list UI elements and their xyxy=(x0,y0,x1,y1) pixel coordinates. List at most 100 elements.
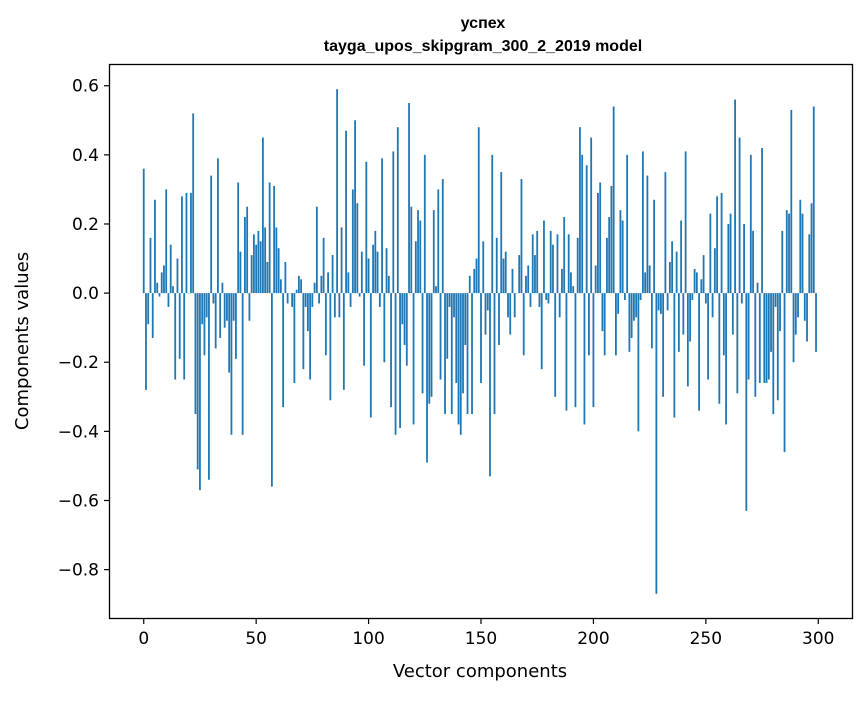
bar xyxy=(563,217,565,293)
bar xyxy=(664,172,666,293)
bar xyxy=(449,293,451,307)
bar xyxy=(723,293,725,355)
bar xyxy=(368,259,370,294)
bar xyxy=(309,293,311,379)
bar xyxy=(419,221,421,294)
bar xyxy=(485,293,487,334)
bar xyxy=(150,238,152,293)
bar xyxy=(775,293,777,307)
bar xyxy=(266,262,268,293)
x-tick-label: 0 xyxy=(138,629,149,649)
bar xyxy=(192,113,194,293)
bar xyxy=(437,189,439,293)
bar xyxy=(572,286,574,293)
bar xyxy=(354,120,356,293)
bar xyxy=(462,293,464,393)
bar xyxy=(759,293,761,383)
bar xyxy=(307,293,309,331)
bar xyxy=(186,193,188,293)
bar xyxy=(550,231,552,293)
bar xyxy=(365,162,367,293)
bar xyxy=(631,293,633,338)
bar xyxy=(179,293,181,359)
bar xyxy=(318,293,320,303)
bar xyxy=(190,193,192,293)
bar xyxy=(235,293,237,359)
bar xyxy=(494,293,496,414)
bar xyxy=(637,293,639,431)
bar xyxy=(714,248,716,293)
bar xyxy=(386,248,388,293)
bar xyxy=(478,127,480,293)
bar xyxy=(575,293,577,407)
bar xyxy=(487,293,489,310)
bar xyxy=(806,293,808,341)
bar xyxy=(336,89,338,293)
bar xyxy=(296,290,298,293)
bar xyxy=(334,293,336,317)
bar xyxy=(159,293,161,296)
bar xyxy=(314,283,316,293)
bar xyxy=(397,127,399,293)
bar xyxy=(431,293,433,397)
y-tick-label: −0.8 xyxy=(58,561,99,581)
bar xyxy=(658,293,660,310)
bar xyxy=(793,293,795,362)
y-tick-label: 0.2 xyxy=(72,215,99,235)
bar xyxy=(570,272,572,293)
bar xyxy=(523,293,525,355)
y-tick-label: 0.4 xyxy=(72,146,99,166)
bar xyxy=(350,293,352,307)
bar xyxy=(521,179,523,293)
bar xyxy=(453,293,455,317)
bar xyxy=(215,293,217,348)
bar xyxy=(761,148,763,293)
bar xyxy=(662,293,664,397)
bar xyxy=(743,224,745,293)
bar xyxy=(262,138,264,294)
bar xyxy=(451,293,453,414)
bar xyxy=(406,293,408,366)
bar xyxy=(629,293,631,352)
bar xyxy=(219,293,221,338)
bar xyxy=(197,293,199,469)
bar xyxy=(577,238,579,293)
bar xyxy=(786,210,788,293)
bar xyxy=(161,272,163,293)
bar xyxy=(709,214,711,293)
bar xyxy=(228,293,230,372)
bar xyxy=(338,293,340,317)
x-tick-label: 100 xyxy=(352,629,384,649)
bar xyxy=(433,210,435,293)
bar xyxy=(617,293,619,314)
bar xyxy=(253,234,255,293)
bar xyxy=(741,293,743,303)
bar xyxy=(678,293,680,352)
bar xyxy=(507,293,509,317)
bar xyxy=(444,293,446,414)
bar xyxy=(469,276,471,293)
bar xyxy=(615,293,617,355)
bar xyxy=(401,293,403,324)
bar xyxy=(217,158,219,293)
bar xyxy=(676,252,678,293)
bar xyxy=(278,248,280,293)
bar xyxy=(255,245,257,293)
bar xyxy=(586,165,588,293)
bar xyxy=(284,262,286,293)
bar xyxy=(199,293,201,490)
bar xyxy=(514,293,516,317)
bar xyxy=(174,293,176,379)
bar xyxy=(156,283,158,293)
bar xyxy=(323,238,325,293)
bar xyxy=(491,155,493,293)
bar xyxy=(213,293,215,303)
bar xyxy=(748,293,750,379)
bar xyxy=(260,241,262,293)
bar xyxy=(779,293,781,331)
bar xyxy=(606,238,608,293)
bar xyxy=(700,279,702,293)
bar xyxy=(345,131,347,293)
